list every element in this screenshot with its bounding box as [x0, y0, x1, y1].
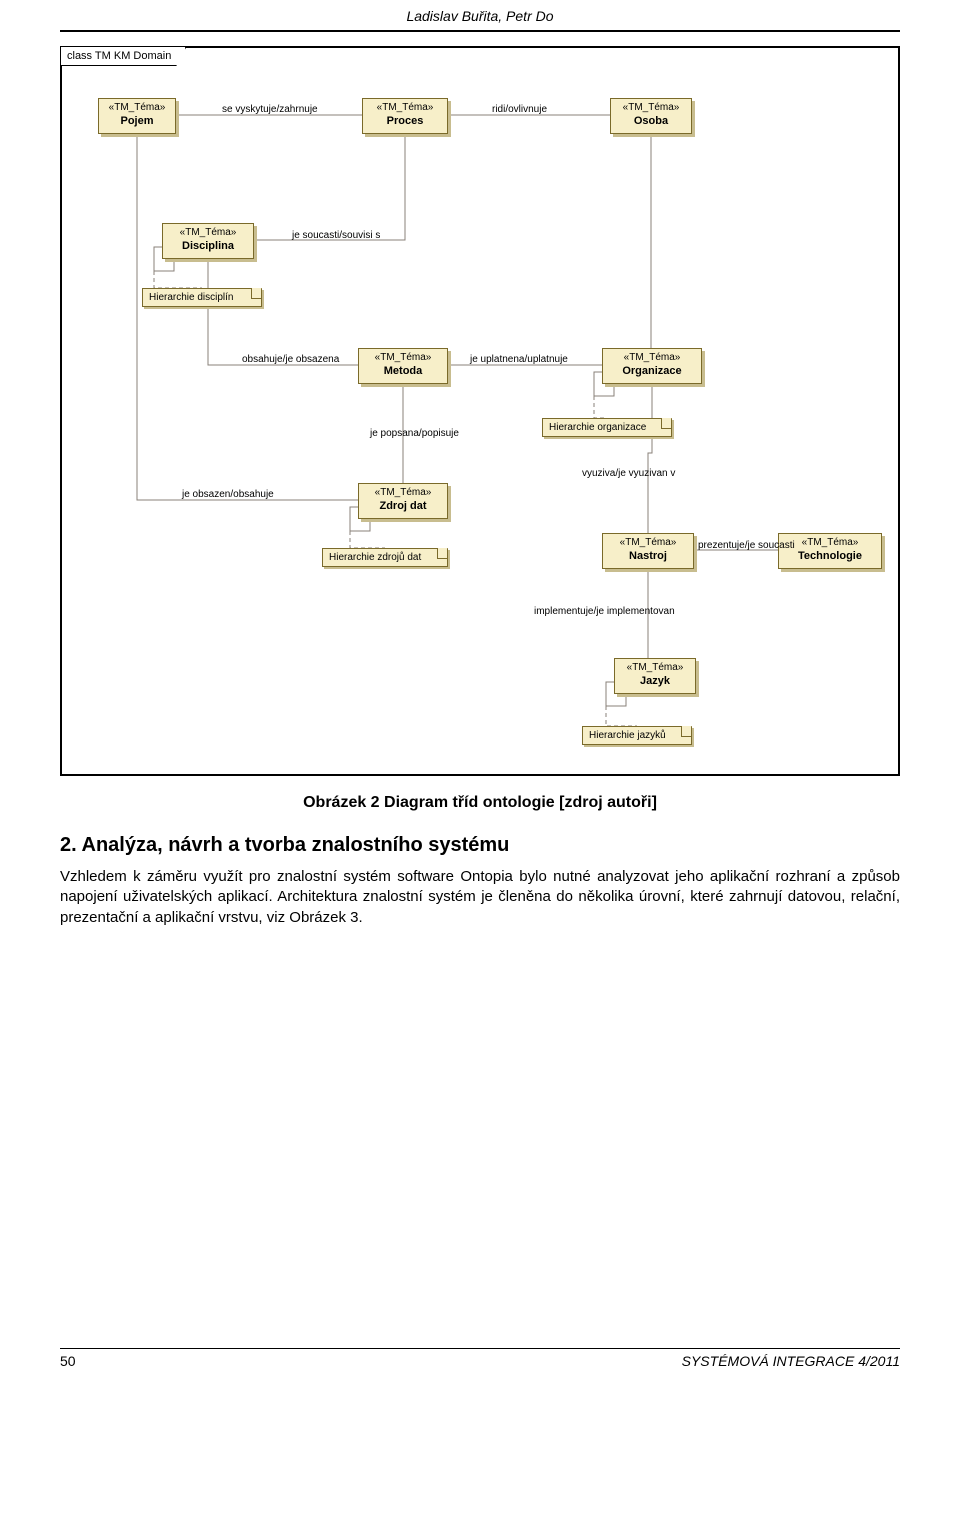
note-hier_jaz: Hierarchie jazyků [582, 726, 692, 745]
class-organizace: «TM_Téma»Organizace [602, 348, 702, 384]
edge-label: implementuje/je implementovan [534, 606, 675, 617]
edge-label: se vyskytuje/zahrnuje [222, 104, 318, 115]
page-number: 50 [60, 1353, 76, 1369]
section-heading: 2. Analýza, návrh a tvorba znalostního s… [60, 834, 900, 857]
class-proces: «TM_Téma»Proces [362, 98, 448, 134]
body-paragraph: Vzhledem k záměru využít pro znalostní s… [60, 867, 900, 928]
class-diagram: class TM KM Domain «TM_Téma»Pojem «TM_Tém… [60, 46, 900, 776]
class-jazyk: «TM_Téma»Jazyk [614, 658, 696, 694]
edge-label: je obsazen/obsahuje [182, 489, 274, 500]
class-pojem: «TM_Téma»Pojem [98, 98, 176, 134]
edge-label: ridi/ovlivnuje [492, 104, 547, 115]
edge-label: prezentuje/je soucasti [698, 540, 795, 551]
class-osoba: «TM_Téma»Osoba [610, 98, 692, 134]
edge-label: obsahuje/je obsazena [242, 354, 339, 365]
edge-label: je soucasti/souvisi s [292, 230, 380, 241]
class-nastroj: «TM_Téma»Nastroj [602, 533, 694, 569]
edge-label: vyuziva/je vyuzivan v [582, 468, 675, 479]
footer-journal: SYSTÉMOVÁ INTEGRACE 4/2011 [682, 1353, 900, 1369]
figure-caption: Obrázek 2 Diagram tříd ontologie [zdroj … [60, 794, 900, 812]
note-hier_zdroj: Hierarchie zdrojů dat [322, 548, 448, 567]
note-hier_org: Hierarchie organizace [542, 418, 672, 437]
top-rule [60, 30, 900, 32]
running-head: Ladislav Buřita, Petr Do [60, 0, 900, 28]
note-hier_disc: Hierarchie disciplín [142, 288, 262, 307]
edge-label: je popsana/popisuje [370, 428, 459, 439]
class-disciplina: «TM_Téma»Disciplina [162, 223, 254, 259]
class-metoda: «TM_Téma»Metoda [358, 348, 448, 384]
class-technologie: «TM_Téma»Technologie [778, 533, 882, 569]
edge-label: je uplatnena/uplatnuje [470, 354, 568, 365]
class-zdrojdat: «TM_Téma»Zdroj dat [358, 483, 448, 519]
frame-label: class TM KM Domain [61, 47, 186, 66]
